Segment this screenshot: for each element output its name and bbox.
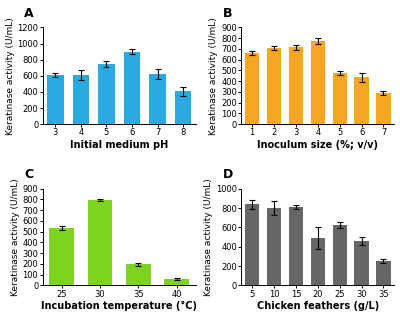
Bar <box>49 228 74 285</box>
Bar <box>245 53 259 124</box>
Bar <box>289 207 303 285</box>
Bar <box>245 204 259 285</box>
Bar <box>164 279 189 285</box>
Text: B: B <box>223 7 232 20</box>
Text: A: A <box>24 7 34 20</box>
Y-axis label: Keratinase activity (U/mL): Keratinase activity (U/mL) <box>209 17 218 135</box>
Bar <box>72 75 89 124</box>
Bar <box>267 208 281 285</box>
X-axis label: Chicken feathers (g/L): Chicken feathers (g/L) <box>257 301 379 311</box>
Bar <box>354 77 369 124</box>
Bar <box>332 225 347 285</box>
X-axis label: Initial medium pH: Initial medium pH <box>70 140 168 150</box>
Bar <box>267 48 281 124</box>
Bar <box>175 91 191 124</box>
Y-axis label: Keratinase activity (U/mL): Keratinase activity (U/mL) <box>6 17 14 135</box>
Y-axis label: Keratinase activity (U/mL): Keratinase activity (U/mL) <box>204 178 213 296</box>
Bar <box>98 64 115 124</box>
X-axis label: Incubation temperature (°C): Incubation temperature (°C) <box>41 301 197 311</box>
Bar <box>124 52 140 124</box>
Bar <box>332 73 347 124</box>
Bar <box>88 200 112 285</box>
Bar <box>354 241 369 285</box>
Text: C: C <box>24 168 33 181</box>
Bar <box>376 93 391 124</box>
Y-axis label: Keratinase activity (U/mL): Keratinase activity (U/mL) <box>11 178 20 296</box>
Bar <box>149 74 166 124</box>
Bar <box>311 41 325 124</box>
Bar <box>376 261 391 285</box>
Text: D: D <box>223 168 233 181</box>
Bar <box>289 47 303 124</box>
Bar <box>126 264 151 285</box>
Bar <box>47 75 64 124</box>
Bar <box>311 238 325 285</box>
X-axis label: Inoculum size (%; v/v): Inoculum size (%; v/v) <box>257 140 378 150</box>
